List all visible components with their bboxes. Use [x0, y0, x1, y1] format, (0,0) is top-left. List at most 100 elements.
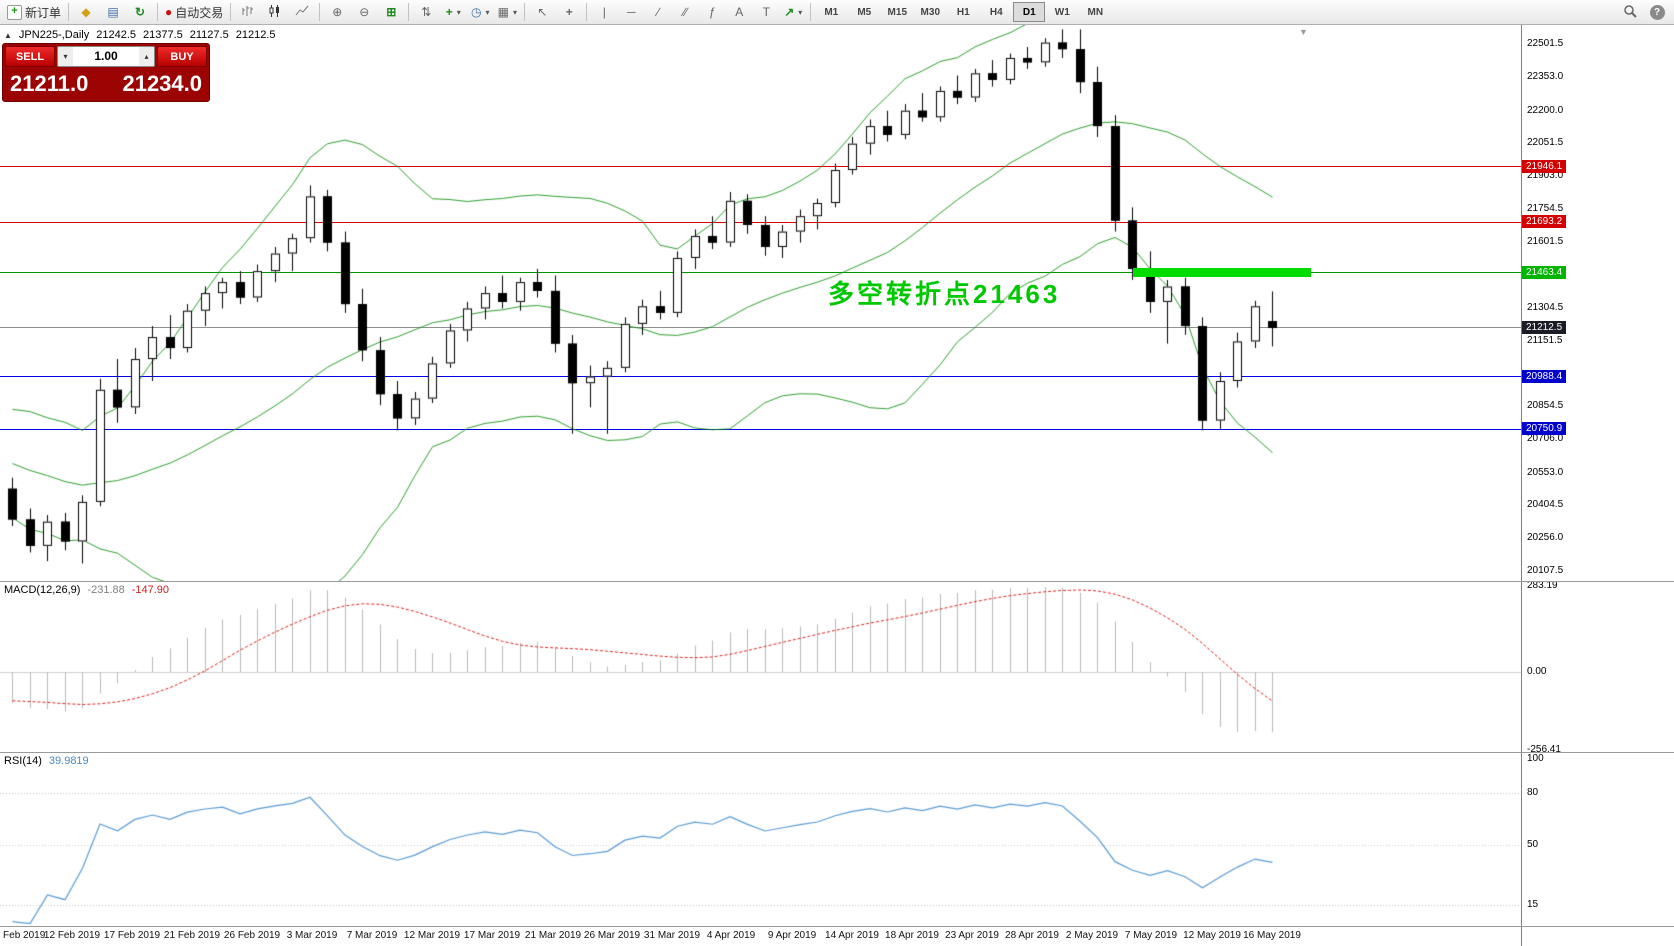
price-tick-label: 21151.5 — [1527, 335, 1563, 347]
autotrade-button[interactable]: ● 自动交易 — [162, 2, 226, 22]
rsi-axis-label: 50 — [1527, 839, 1539, 850]
bar-chart-icon — [241, 4, 255, 21]
timeframe-m30[interactable]: M30 — [920, 6, 940, 18]
vertical-line-button[interactable]: | — [591, 2, 617, 22]
date-label: 21 Feb 2019 — [163, 930, 221, 941]
timeframe-m1[interactable]: M1 — [824, 6, 839, 18]
market-watch-button[interactable]: ◆ — [73, 2, 99, 22]
date-label: 12 Feb 2019 — [43, 930, 101, 941]
price-tick-label: 21903.0 — [1527, 169, 1564, 181]
crosshair-button[interactable]: + — [556, 2, 582, 22]
line-chart-icon — [295, 4, 309, 21]
timeframe-h1[interactable]: H1 — [956, 6, 970, 18]
arrows-tool-button[interactable]: ↗ ▾ — [780, 2, 806, 22]
chart-annotation-text[interactable]: 多空转折点21463 — [828, 279, 1061, 309]
search-button[interactable] — [1617, 2, 1643, 22]
bid-price[interactable]: 21211.0 — [10, 71, 89, 96]
timeframe-d1[interactable]: D1 — [1013, 2, 1046, 22]
new-order-button[interactable]: + 新订单 — [4, 2, 64, 22]
ask-price[interactable]: 21234.0 — [122, 71, 202, 96]
objects-list-button[interactable]: ⇅ — [413, 2, 439, 22]
date-label: 4 Apr 2019 — [706, 930, 756, 941]
periods-button[interactable]: ◷ ▾ — [467, 2, 493, 22]
chevron-down-icon: ▾ — [798, 7, 803, 17]
toolbar-separator — [810, 3, 812, 21]
date-label: 12 Mar 2019 — [403, 930, 461, 941]
volume-value[interactable]: 1.00 — [94, 49, 118, 63]
new-order-icon: + — [7, 4, 22, 20]
search-icon — [1623, 4, 1637, 21]
toolbar-separator — [230, 3, 232, 21]
panel-separator[interactable] — [0, 926, 1674, 927]
panel-separator[interactable] — [0, 752, 1674, 753]
rsi-axis-label: 15 — [1527, 899, 1539, 911]
price-badge: 21463.4 — [1522, 265, 1567, 279]
date-label: 17 Feb 2019 — [103, 930, 161, 941]
volume-increase-button[interactable]: ▴ — [139, 47, 154, 66]
price-tick-label: 20107.5 — [1527, 564, 1564, 576]
price-tick-label: 21601.5 — [1527, 236, 1564, 248]
rsi-canvas[interactable] — [0, 752, 1521, 926]
timeframe-h4[interactable]: H4 — [989, 6, 1003, 18]
channel-icon: ∕∕ — [683, 5, 688, 19]
price-tick-label: 22200.0 — [1527, 104, 1564, 116]
cursor-icon: ↖ — [537, 5, 548, 19]
channel-button[interactable]: ∕∕ — [672, 2, 698, 22]
panel-separator[interactable] — [0, 581, 1674, 582]
date-label: 17 Mar 2019 — [463, 930, 521, 941]
chart-shift-marker[interactable]: ▼ — [1299, 27, 1308, 37]
navigator-button[interactable]: ↻ — [127, 2, 153, 22]
bar-chart-button[interactable] — [235, 2, 261, 22]
add-indicator-button[interactable]: + ▾ — [440, 2, 466, 22]
timeframe-mn[interactable]: MN — [1087, 6, 1104, 18]
objects-list-icon: ⇅ — [421, 5, 432, 19]
volume-decrease-button[interactable]: ▾ — [58, 47, 73, 66]
fibonacci-button[interactable]: ƒ — [699, 2, 725, 22]
trade-panel-toggle-icon[interactable]: ▲ — [4, 30, 12, 40]
cursor-button[interactable]: ↖ — [529, 2, 555, 22]
data-window-icon: ▤ — [107, 5, 119, 19]
price-tick-label: 21304.5 — [1527, 301, 1564, 313]
chevron-down-icon: ▾ — [512, 7, 517, 17]
timeframe-m15[interactable]: M15 — [887, 6, 907, 18]
price-tick-label: 20553.0 — [1527, 466, 1564, 478]
symbol-header: ▲ JPN225-,Daily 21242.5 21377.5 21127.5 … — [4, 29, 275, 41]
market-watch-icon: ◆ — [81, 5, 91, 19]
date-label: 31 Mar 2019 — [643, 930, 701, 941]
price-badge: 21946.1 — [1522, 159, 1567, 173]
label-tool-button[interactable]: T — [753, 2, 779, 22]
date-label: 2 May 2019 — [1065, 930, 1119, 941]
trendline-button[interactable]: ∕ — [645, 2, 671, 22]
ohlc-low: 21127.5 — [189, 29, 229, 41]
toolbar-separator — [68, 3, 70, 21]
text-tool-button[interactable]: A — [726, 2, 752, 22]
help-button[interactable]: ? — [1644, 2, 1670, 22]
date-label: 26 Feb 2019 — [223, 930, 281, 941]
timeframe-w1[interactable]: W1 — [1054, 6, 1070, 18]
templates-button[interactable]: ▦ ▾ — [494, 2, 520, 22]
timeframe-m5[interactable]: M5 — [857, 6, 872, 18]
zoom-in-button[interactable]: ⊕ — [324, 2, 350, 22]
price-axis[interactable]: 22501.5 22353.0 22200.0 22051.5 21903.0 21754… — [1521, 25, 1674, 946]
symbol-title: JPN225-,Daily — [18, 29, 90, 41]
turning-point-highlight-box[interactable] — [1133, 268, 1311, 278]
horizontal-line-button[interactable]: ─ — [618, 2, 644, 22]
tile-windows-button[interactable]: ⊞ — [378, 2, 404, 22]
price-chart-canvas[interactable] — [0, 25, 1521, 581]
rsi-value: 39.9819 — [48, 755, 89, 767]
macd-canvas[interactable] — [0, 581, 1521, 752]
price-tick-label: 20854.5 — [1527, 400, 1564, 412]
zoom-out-icon: ⊖ — [359, 5, 370, 19]
price-tick-label: 22353.0 — [1527, 71, 1564, 83]
buy-button[interactable]: BUY — [157, 46, 207, 67]
date-label: 26 Mar 2019 — [583, 930, 641, 941]
sell-button[interactable]: SELL — [5, 46, 55, 67]
data-window-button[interactable]: ▤ — [100, 2, 126, 22]
zoom-out-button[interactable]: ⊖ — [351, 2, 377, 22]
chevron-down-icon: ▾ — [456, 7, 461, 17]
price-tick-label: 20256.0 — [1527, 531, 1564, 543]
line-chart-button[interactable] — [289, 2, 315, 22]
candlestick-chart-button[interactable] — [262, 2, 288, 22]
